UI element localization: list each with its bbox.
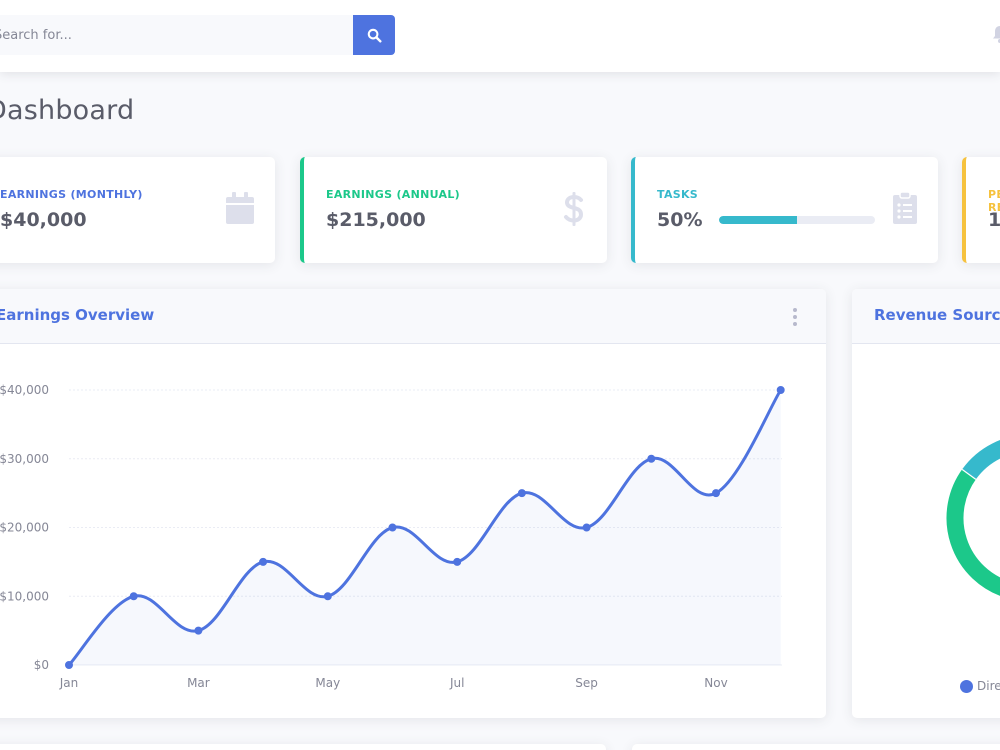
legend-dot — [960, 679, 973, 693]
data-point[interactable] — [776, 386, 785, 394]
earnings-overview-card: Earnings Overview $0 $10,000 $20,000 $30,00… — [0, 289, 826, 718]
bell-icon[interactable] — [990, 24, 1000, 44]
stat-value: $40,000 — [0, 209, 87, 231]
stat-value: 18 — [988, 209, 1000, 231]
revenue-donut-chart — [946, 440, 1000, 596]
data-point[interactable] — [647, 454, 656, 463]
stat-card-tasks: TASKS 50% — [631, 157, 938, 263]
stat-value: $215,000 — [326, 209, 426, 231]
x-tick-label: Nov — [704, 676, 727, 690]
stat-label: TASKS — [657, 188, 699, 201]
x-tick-label: Jul — [449, 676, 464, 690]
stat-card-earnings-annual: EARNINGS (ANNUAL) $215,000 — [300, 157, 607, 263]
x-tick-label: Jan — [59, 676, 79, 690]
earnings-area-chart: $0 $10,000 $20,000 $30,000 $40,000 Jan Mar May J… — [0, 383, 785, 690]
clipboard-list-icon — [893, 191, 917, 224]
data-point[interactable] — [388, 523, 397, 532]
data-point[interactable] — [582, 523, 591, 532]
data-point[interactable] — [323, 592, 332, 601]
y-tick-label: $30,000 — [0, 452, 49, 466]
legend-label: Direct — [977, 679, 1000, 693]
data-point[interactable] — [194, 626, 203, 635]
donut-slice-social[interactable] — [946, 468, 1000, 596]
legend-item-direct: Direct — [960, 679, 1000, 693]
stat-card-earnings-monthly: EARNINGS (MONTHLY) $40,000 — [0, 157, 275, 263]
stat-label: EARNINGS (ANNUAL) — [326, 188, 460, 201]
topbar — [0, 0, 1000, 72]
page-title: Dashboard — [0, 95, 135, 126]
data-point[interactable] — [129, 592, 138, 601]
data-point[interactable] — [65, 661, 73, 669]
y-tick-label: $40,000 — [0, 383, 49, 397]
stat-card-pending-requests: PENDING REQUESTS 18 — [962, 157, 1000, 263]
card-title: Revenue Sources — [874, 306, 1000, 324]
card-header: Revenue Sources — [852, 289, 1000, 344]
data-point[interactable] — [259, 557, 268, 566]
data-point[interactable] — [517, 489, 526, 498]
card-header: Earnings Overview — [0, 289, 826, 344]
dollar-icon — [564, 192, 584, 226]
x-tick-label: Sep — [575, 676, 598, 690]
bottom-card-left — [0, 744, 606, 750]
data-point[interactable] — [453, 557, 462, 566]
search-button[interactable] — [353, 15, 395, 55]
data-point[interactable] — [712, 489, 720, 498]
x-tick-label: Mar — [187, 676, 210, 690]
card-title: Earnings Overview — [0, 306, 155, 324]
y-tick-label: $0 — [34, 658, 49, 672]
x-tick-label: May — [315, 676, 340, 690]
search-icon — [367, 28, 382, 43]
calendar-icon — [226, 192, 254, 224]
donut-slice-referral[interactable] — [962, 440, 1000, 480]
stat-label: EARNINGS (MONTHLY) — [0, 188, 143, 201]
tasks-progress-fill — [719, 216, 797, 224]
revenue-sources-card: Revenue Sources Direct — [852, 289, 1000, 718]
tasks-progress-bar — [719, 216, 875, 224]
stat-label: PENDING REQUESTS — [988, 188, 1000, 214]
search-input[interactable] — [0, 15, 354, 55]
stat-value: 50% — [657, 209, 703, 231]
bottom-card-right — [632, 744, 1000, 750]
y-tick-label: $10,000 — [0, 589, 49, 603]
ellipsis-vertical-icon[interactable] — [790, 308, 800, 326]
earnings-area-fill — [69, 390, 781, 665]
y-tick-label: $20,000 — [0, 521, 49, 535]
